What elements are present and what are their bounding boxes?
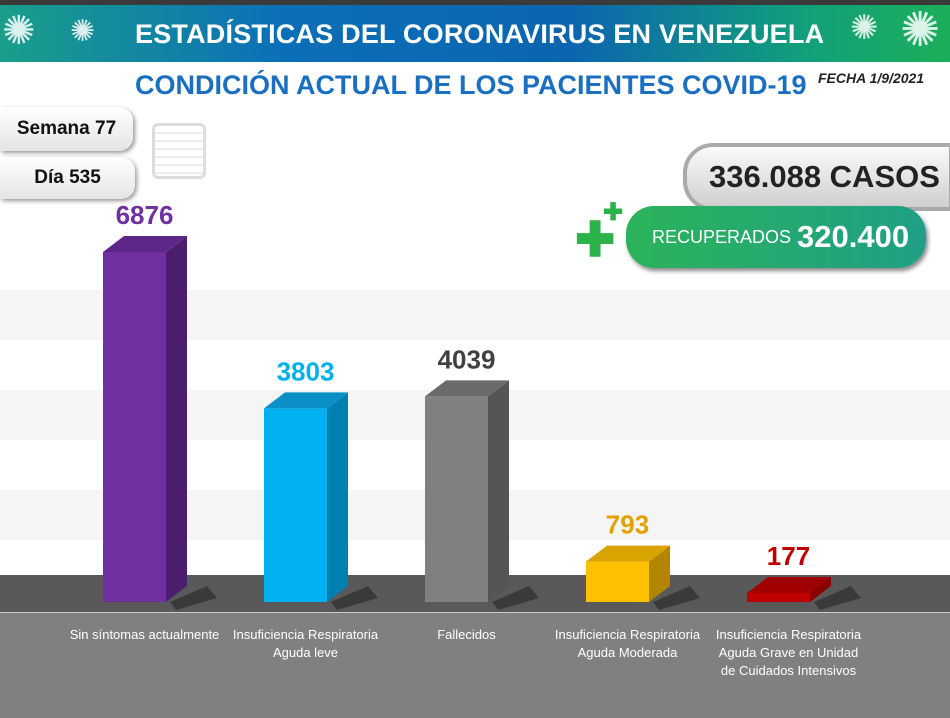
recovered-label: RECUPERADOS: [652, 226, 792, 247]
recovered-badge: RECUPERADOS 320.400: [626, 206, 926, 268]
plus-icon: ✚: [603, 199, 624, 226]
category-label: Insuficiencia Respiratoria Aguda Grave e…: [715, 627, 862, 678]
bar-side: [166, 236, 187, 602]
category-label: Fallecidos: [437, 627, 496, 642]
bar-top: [747, 576, 831, 593]
bar-top: [103, 236, 187, 252]
bar-top: [264, 392, 348, 409]
bar-top: [586, 545, 670, 562]
bar: [425, 396, 488, 602]
date: FECHA 1/9/2021: [818, 70, 925, 86]
bar: [103, 252, 166, 602]
bar-shadow: [170, 586, 217, 610]
virus-icon: ✺: [900, 4, 941, 57]
data-label: 4039: [438, 344, 496, 374]
bar-side: [810, 576, 831, 602]
subtitle: CONDICIÓN ACTUAL DE LOS PACIENTES COVID-…: [135, 70, 807, 100]
header-banner: ✺ ✺ ESTADÍSTICAS DEL CORONAVIRUS EN VENE…: [0, 5, 950, 62]
bar-top: [425, 380, 509, 397]
virus-icon: ✺: [2, 9, 36, 53]
category-label: Insuficiencia Respiratoria Aguda Moderad…: [554, 627, 701, 660]
bar-shadow: [492, 586, 539, 610]
total-cases: 336.088 CASOS: [683, 143, 950, 211]
category-label: Sin síntomas actualmente: [69, 627, 220, 642]
bar-shadow: [653, 586, 700, 610]
data-label: 3803: [277, 356, 335, 386]
bar: [747, 592, 810, 602]
data-label: 793: [606, 510, 649, 540]
data-label: 6876: [116, 200, 174, 230]
bar-side: [649, 545, 670, 602]
virus-icon: ✺: [850, 9, 879, 47]
bar-shadow: [814, 586, 861, 610]
plus-icon: ✚: [575, 214, 616, 267]
recovered-value: 320.400: [797, 219, 910, 254]
category-label: Insuficiencia Respiratoria Aguda leve: [232, 627, 379, 660]
top-bar: [0, 0, 950, 5]
category-label-area: [0, 612, 950, 718]
calendar-icon: [152, 123, 206, 179]
data-label: 177: [767, 541, 810, 571]
bar-side: [327, 392, 348, 602]
day-badge: Día 535: [0, 157, 135, 199]
bar: [264, 408, 327, 602]
week-badge: Semana 77: [0, 107, 133, 151]
header-title: ESTADÍSTICAS DEL CORONAVIRUS EN VENEZUEL…: [135, 19, 825, 49]
bar: [586, 561, 649, 602]
bar-shadow: [331, 586, 378, 610]
virus-icon: ✺: [70, 15, 96, 48]
bar-side: [488, 380, 509, 602]
